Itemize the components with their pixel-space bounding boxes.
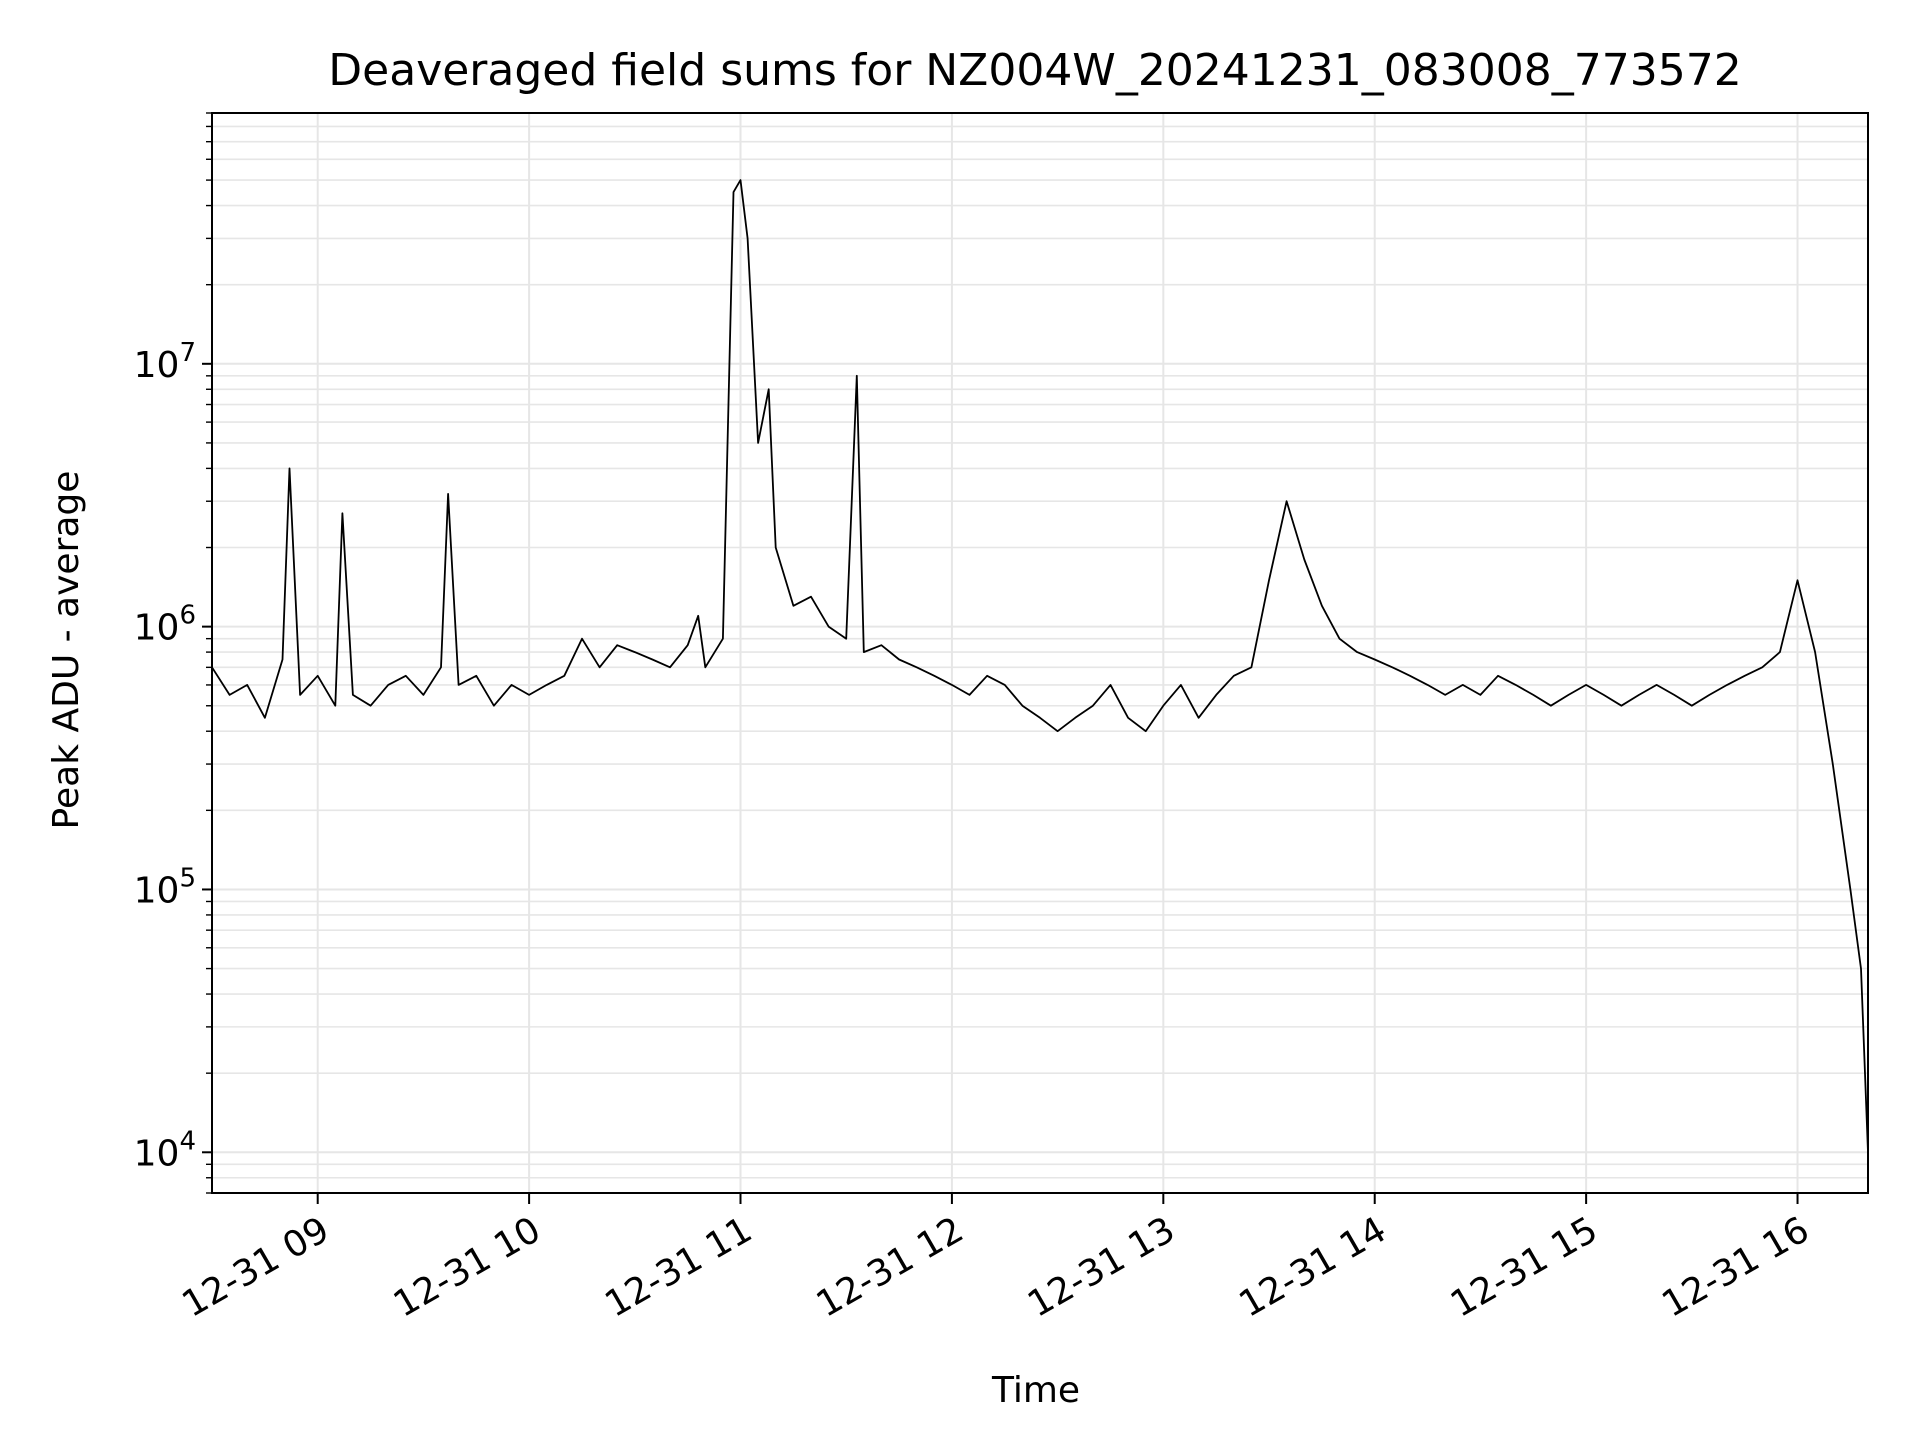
series-line: [211, 179, 1869, 1153]
chart-title: Deaveraged field sums for NZ004W_2024123…: [328, 45, 1741, 96]
y-tick-label: 105: [134, 863, 196, 911]
y-tick-label: 106: [134, 601, 196, 649]
x-axis-label: Time: [991, 1370, 1080, 1411]
series-layer: [211, 179, 1869, 1153]
y-tick-label: 104: [134, 1126, 196, 1174]
y-tick-label: 107: [134, 338, 196, 386]
plot-frame: [211, 112, 1869, 1194]
y-axis-label: Peak ADU - average: [46, 471, 87, 830]
